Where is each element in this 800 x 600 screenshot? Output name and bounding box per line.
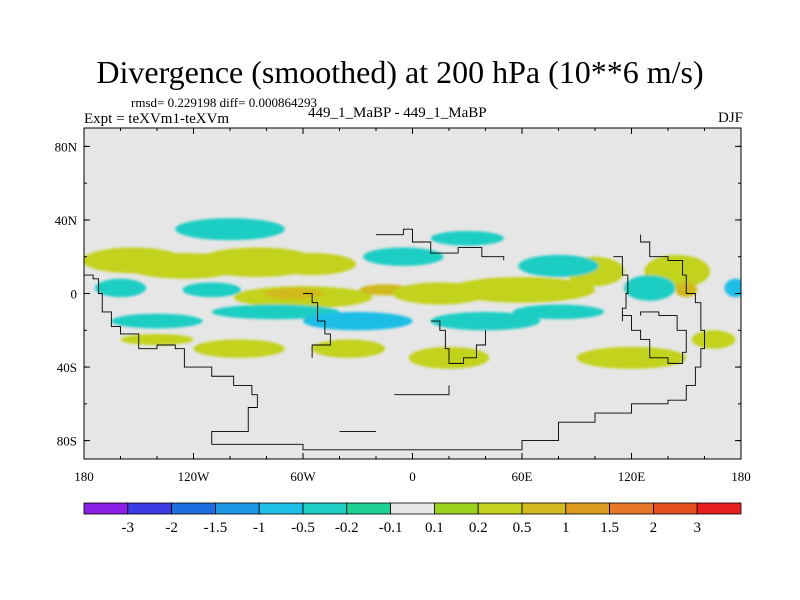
colorbar-swatch	[696, 502, 742, 515]
y-tick-label: 40S	[57, 360, 77, 375]
stats-text: rmsd= 0.229198 diff= 0.000864293	[131, 95, 317, 110]
y-tick-label: 80N	[55, 139, 78, 154]
y-tick-label: 0	[71, 287, 78, 302]
x-tick-label: 60W	[290, 469, 316, 484]
x-tick-label: 0	[409, 469, 416, 484]
season-label: DJF	[717, 110, 743, 126]
colorbar-label: 3	[693, 520, 701, 536]
colorbar-label: -0.1	[379, 520, 403, 536]
coastline-2	[376, 228, 505, 261]
x-tick-label: 180	[74, 469, 94, 484]
colorbar-label: 1	[562, 520, 570, 536]
field-feature-12	[193, 339, 285, 358]
field-feature-13	[312, 339, 386, 358]
colorbar-label: 1.5	[600, 520, 619, 536]
field-feature-3	[268, 253, 356, 276]
divergence-field	[84, 218, 741, 369]
coastline-3	[430, 320, 486, 364]
field-feature-24	[624, 275, 676, 301]
colorbar-swatch	[653, 502, 698, 515]
colorbar-label: -3	[122, 520, 135, 536]
y-tick-label: 80S	[57, 434, 77, 449]
field-feature-17	[94, 278, 147, 298]
x-axis: 180 120W 60W 0 60E 120E 180	[74, 128, 751, 484]
field-feature-29	[111, 313, 203, 329]
coastline-7	[394, 385, 450, 396]
colorbar-swatch	[521, 502, 567, 515]
x-tick-label: 120W	[178, 469, 211, 484]
colorbar-swatch	[83, 502, 129, 515]
colorbar-swatch	[302, 502, 348, 515]
colorbar-swatch	[171, 502, 216, 515]
coastline-5	[613, 256, 629, 322]
colorbar-label: -0.2	[335, 520, 359, 536]
coastlines	[84, 228, 705, 451]
colorbar-label: -2	[165, 520, 178, 536]
field-feature-5	[264, 287, 324, 300]
colorbar-label: 0.1	[425, 520, 444, 536]
colorbar-label: -1	[253, 520, 266, 536]
field-feature-30	[120, 333, 194, 345]
field-feature-22	[363, 247, 444, 266]
runs-label: 449_1_MaBP - 449_1_MaBP	[308, 105, 487, 121]
field-feature-19	[211, 304, 340, 320]
colorbar-swatch	[346, 502, 391, 515]
x-tick-label: 60E	[512, 469, 533, 484]
chart-title: Divergence (smoothed) at 200 hPa (10**6 …	[96, 54, 704, 90]
colorbar-swatch	[433, 502, 479, 515]
coastline-1	[303, 293, 331, 358]
colorbar-swatch	[258, 502, 304, 515]
field-feature-16	[691, 330, 736, 349]
field-feature-21	[430, 311, 541, 331]
field-feature-26	[175, 218, 285, 241]
field-feature-20	[303, 311, 413, 331]
coastline-0	[84, 234, 705, 451]
colorbar-label: -0.5	[291, 520, 315, 536]
colorbar-label: 0.5	[513, 520, 532, 536]
coastline-4	[622, 311, 687, 364]
field-feature-23	[518, 254, 599, 277]
colorbar-swatch	[214, 502, 260, 515]
colorbar-swatch	[127, 502, 173, 515]
colorbar-label: 2	[650, 520, 658, 536]
colorbar-label: 0.2	[469, 520, 488, 536]
y-axis: 80N 40N 0 40S 80S	[55, 139, 741, 449]
experiment-label: Expt = teXVm1-teXVm	[84, 111, 230, 127]
colorbar: -3 -2 -1.5 -1 -0.5 -0.2 -0.1 0.1 0.2 0.5 1 1.5 2 3	[83, 502, 742, 536]
colorbar-swatch	[390, 502, 435, 515]
x-tick-label: 180	[731, 469, 751, 484]
x-tick-label: 120E	[618, 469, 646, 484]
field-feature-28	[512, 304, 605, 320]
field-feature-15	[576, 346, 687, 369]
field-feature-18	[182, 282, 241, 298]
y-tick-label: 40N	[55, 213, 78, 228]
colorbar-swatch	[565, 502, 610, 515]
field-feature-25	[724, 278, 741, 298]
field-feature-27	[430, 230, 504, 246]
colorbar-label: -1.5	[204, 520, 228, 536]
colorbar-swatch	[609, 502, 654, 515]
field-feature-8	[449, 276, 595, 303]
colorbar-swatch	[477, 502, 523, 515]
